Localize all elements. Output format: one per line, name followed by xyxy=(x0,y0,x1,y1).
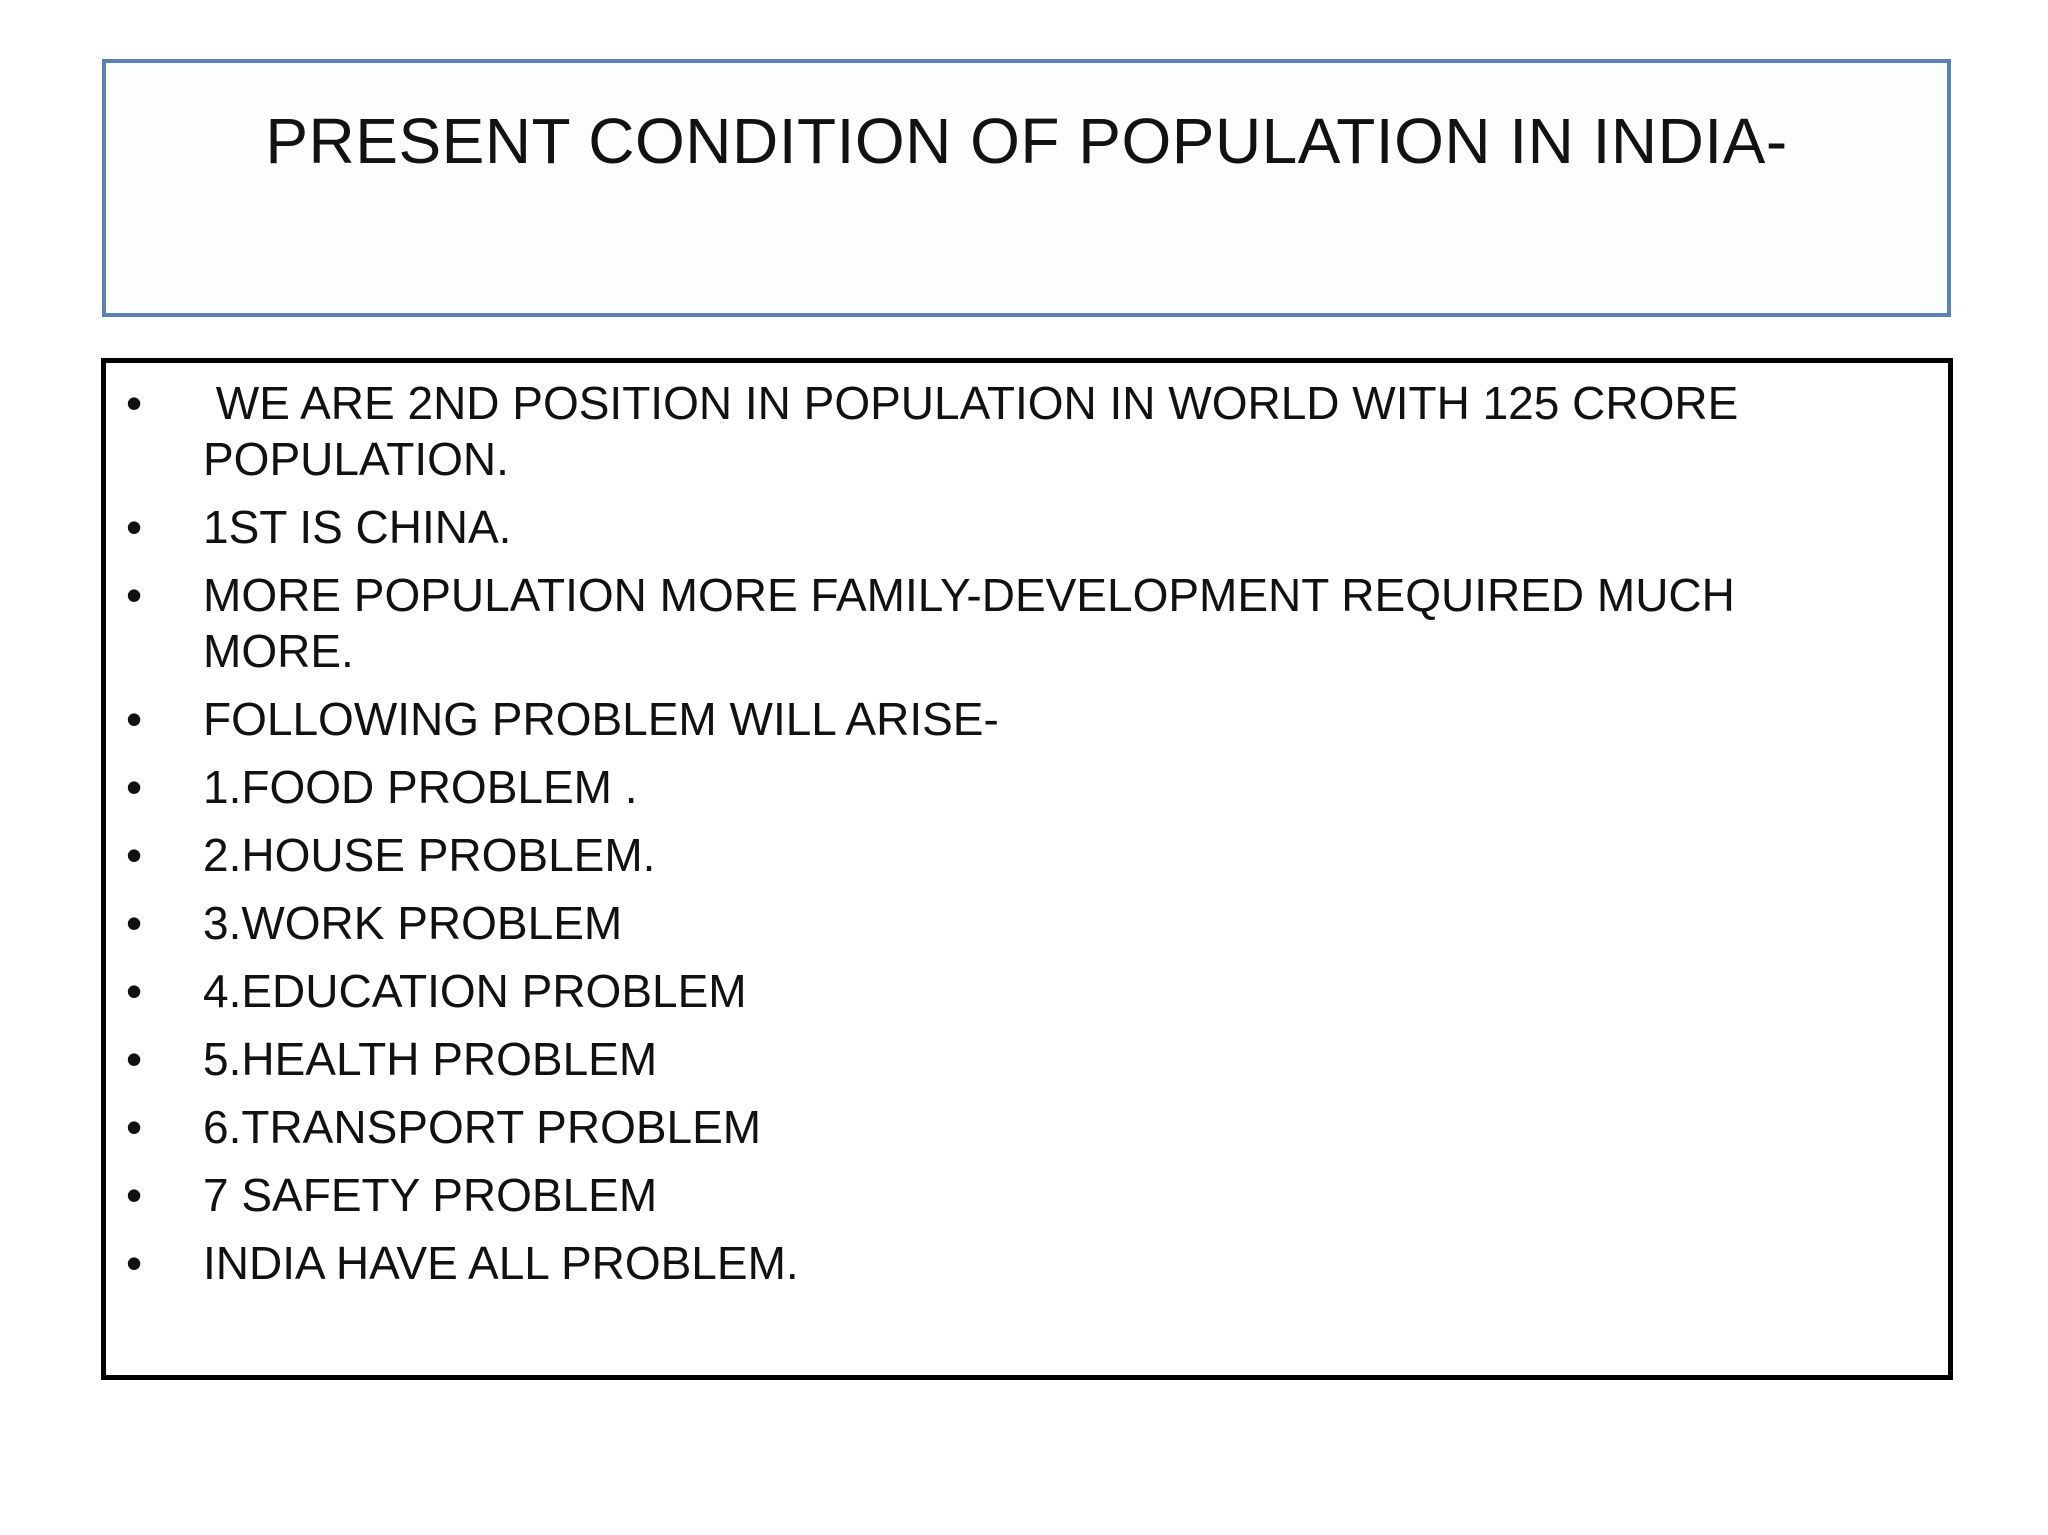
list-item: • 1ST IS CHINA. xyxy=(106,499,1948,555)
list-item: • INDIA HAVE ALL PROBLEM. xyxy=(106,1235,1948,1291)
bullet-list: • WE ARE 2ND POSITION IN POPULATION IN W… xyxy=(106,375,1948,1303)
bullet-icon: • xyxy=(126,1169,143,1221)
list-item: • MORE POPULATION MORE FAMILY-DEVELOPMEN… xyxy=(106,567,1948,679)
slide-title: PRESENT CONDITION OF POPULATION IN INDIA… xyxy=(265,105,1788,177)
list-item: • FOLLOWING PROBLEM WILL ARISE- xyxy=(106,691,1948,747)
bullet-icon: • xyxy=(126,965,143,1017)
bullet-icon: • xyxy=(126,377,143,429)
bullet-text: INDIA HAVE ALL PROBLEM. xyxy=(203,1237,799,1289)
bullet-icon: • xyxy=(126,1101,143,1153)
bullet-text: FOLLOWING PROBLEM WILL ARISE- xyxy=(203,693,999,745)
bullet-icon: • xyxy=(126,693,143,745)
bullet-icon: • xyxy=(126,1033,143,1085)
bullet-text: 5.HEALTH PROBLEM xyxy=(203,1033,658,1085)
bullet-text: 4.EDUCATION PROBLEM xyxy=(203,965,747,1017)
list-item: • 3.WORK PROBLEM xyxy=(106,895,1948,951)
list-item: • 2.HOUSE PROBLEM. xyxy=(106,827,1948,883)
list-item: • 4.EDUCATION PROBLEM xyxy=(106,963,1948,1019)
slide-content-box: • WE ARE 2ND POSITION IN POPULATION IN W… xyxy=(101,358,1953,1380)
bullet-icon: • xyxy=(126,829,143,881)
bullet-icon: • xyxy=(126,501,143,553)
bullet-icon: • xyxy=(126,569,143,621)
bullet-icon: • xyxy=(126,761,143,813)
slide-title-box: PRESENT CONDITION OF POPULATION IN INDIA… xyxy=(102,59,1951,317)
bullet-text: MORE POPULATION MORE FAMILY-DEVELOPMENT … xyxy=(203,569,1748,677)
bullet-icon: • xyxy=(126,1237,143,1289)
list-item: • WE ARE 2ND POSITION IN POPULATION IN W… xyxy=(106,375,1948,487)
list-item: • 1.FOOD PROBLEM . xyxy=(106,759,1948,815)
bullet-text: 3.WORK PROBLEM xyxy=(203,897,623,949)
bullet-text: 1.FOOD PROBLEM . xyxy=(203,761,638,813)
list-item: • 5.HEALTH PROBLEM xyxy=(106,1031,1948,1087)
bullet-text: 6.TRANSPORT PROBLEM xyxy=(203,1101,762,1153)
bullet-icon: • xyxy=(126,897,143,949)
bullet-text: WE ARE 2ND POSITION IN POPULATION IN WOR… xyxy=(203,377,1752,485)
bullet-text: 7 SAFETY PROBLEM xyxy=(203,1169,658,1221)
bullet-text: 2.HOUSE PROBLEM. xyxy=(203,829,656,881)
bullet-text: 1ST IS CHINA. xyxy=(203,501,512,553)
list-item: • 6.TRANSPORT PROBLEM xyxy=(106,1099,1948,1155)
list-item: • 7 SAFETY PROBLEM xyxy=(106,1167,1948,1223)
